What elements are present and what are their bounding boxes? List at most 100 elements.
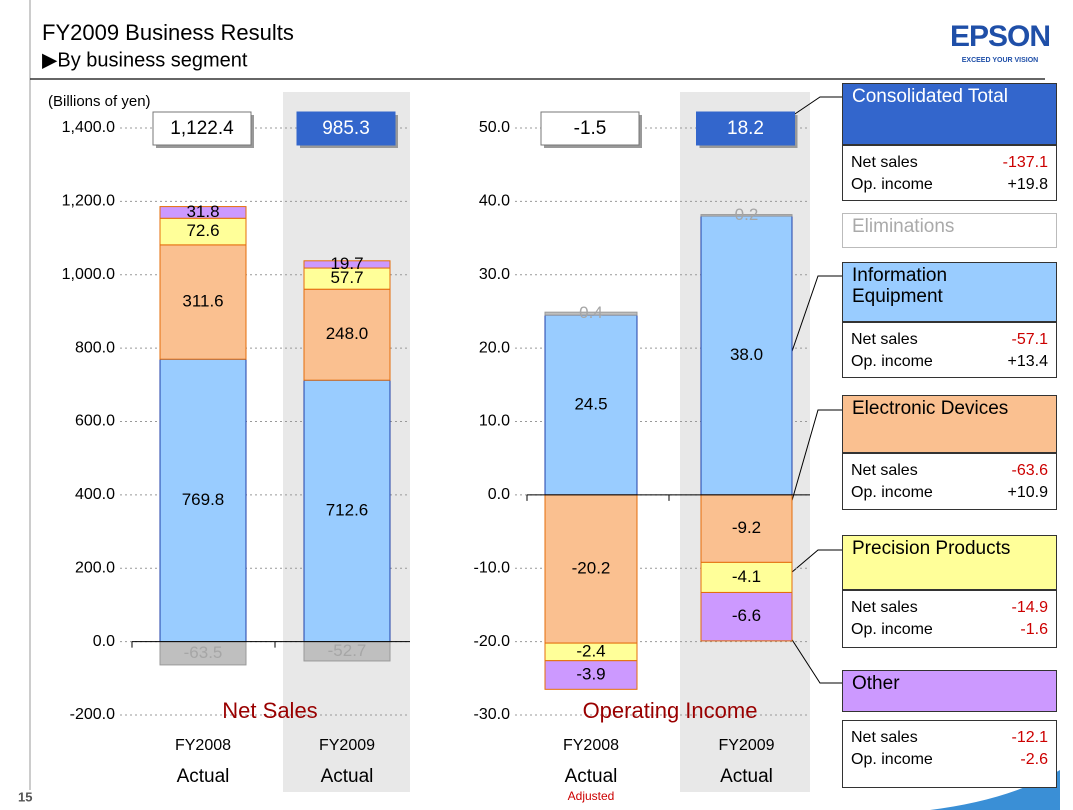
value-label: 31.8 — [186, 202, 219, 221]
x-tick-label: FY2009 — [718, 737, 774, 754]
legend-name: Electronic Devices — [852, 398, 1009, 419]
total-label: 18.2 — [727, 118, 764, 139]
value-label: -4.1 — [732, 567, 761, 586]
summary-value: +13.4 — [1007, 353, 1048, 370]
logo-tagline: EXCEED YOUR VISION — [962, 57, 1039, 64]
x-tick-label: Actual — [177, 766, 230, 787]
bar-segment — [544, 494, 638, 644]
summary-value: -57.1 — [1011, 331, 1048, 348]
summary-label: Net sales — [851, 331, 918, 348]
slide-title: FY2009 Business Results — [42, 20, 294, 45]
summary-row: Op. income +19.8 — [851, 174, 1048, 196]
total-label: 1,122.4 — [170, 118, 234, 139]
x-tick-label: FY2008 — [563, 737, 619, 754]
value-label: 19.7 — [330, 254, 363, 273]
y-tick-label: 0.0 — [488, 486, 510, 503]
legend-name: Other — [852, 673, 900, 694]
y-tick-label: 1,200.0 — [62, 193, 115, 210]
summary-row: Net sales -63.6 — [851, 460, 1048, 482]
summary-label: Net sales — [851, 462, 918, 479]
summary-value: -63.6 — [1011, 462, 1048, 479]
page-number: 15 — [18, 789, 32, 804]
summary-label: Net sales — [851, 729, 918, 746]
summary-label: Op. income — [851, 751, 933, 768]
value-label: 24.5 — [574, 394, 607, 413]
legend-name: Consolidated Total — [852, 86, 1008, 107]
summary-value: -12.1 — [1011, 729, 1048, 746]
legend-summary: Net sales -12.1 Op. income -2.6 — [842, 720, 1057, 788]
legend-header: Precision Products — [842, 535, 1057, 590]
bar-segment — [544, 314, 638, 496]
bar-segment — [303, 379, 391, 643]
bar-segment — [544, 660, 638, 690]
total-box — [296, 111, 396, 146]
y-tick-label: 20.0 — [479, 339, 510, 356]
legend-header: Other — [842, 670, 1057, 712]
value-label: 0.4 — [579, 303, 603, 322]
x-tick-label: Actual — [565, 766, 618, 787]
summary-value: -1.6 — [1020, 621, 1048, 638]
summary-row: Net sales -137.1 — [851, 152, 1048, 174]
y-tick-label: 10.0 — [479, 413, 510, 430]
value-label: -2.4 — [576, 641, 605, 660]
legend-header: Information Equipment — [842, 262, 1057, 322]
value-label: -52.7 — [328, 641, 367, 660]
bar-segment — [159, 217, 247, 246]
bar-segment — [544, 311, 638, 316]
summary-value: +19.8 — [1007, 176, 1048, 193]
value-label: 38.0 — [730, 345, 763, 364]
bar-segment — [159, 358, 247, 643]
chart-title: Operating Income — [583, 698, 758, 723]
value-label: 769.8 — [182, 490, 225, 509]
legend-summary: Net sales -14.9 Op. income -1.6 — [842, 590, 1057, 648]
legend-summary: Net sales -137.1 Op. income +19.8 — [842, 145, 1057, 201]
value-label: -9.2 — [732, 518, 761, 537]
y-tick-label: 400.0 — [75, 486, 115, 503]
summary-value: -137.1 — [1002, 154, 1048, 171]
y-tick-label: 50.0 — [479, 119, 510, 136]
summary-row: Op. income -1.6 — [851, 619, 1048, 641]
y-tick-label: 30.0 — [479, 266, 510, 283]
summary-value: +10.9 — [1007, 484, 1048, 501]
y-tick-label: 600.0 — [75, 413, 115, 430]
chart-title: Net Sales — [222, 698, 317, 723]
summary-row: Net sales -57.1 — [851, 329, 1048, 351]
legend-name: Information Equipment — [852, 265, 948, 307]
bar-segment — [159, 206, 247, 219]
value-label: -6.6 — [732, 606, 761, 625]
summary-row: Op. income -2.6 — [851, 749, 1048, 771]
value-label: 57.7 — [330, 268, 363, 287]
x-tick-label: FY2009 — [319, 737, 375, 754]
value-label: 0.2 — [735, 205, 759, 224]
decor-swoosh — [930, 770, 1060, 810]
total-label: -1.5 — [574, 118, 607, 139]
summary-row: Op. income +13.4 — [851, 351, 1048, 373]
summary-row: Net sales -12.1 — [851, 727, 1048, 749]
x-tick-label: Actual — [321, 766, 374, 787]
summary-label: Net sales — [851, 599, 918, 616]
bar-segment — [700, 214, 793, 217]
y-tick-label: 1,400.0 — [62, 119, 115, 136]
summary-label: Op. income — [851, 484, 933, 501]
value-label: -3.9 — [576, 664, 605, 683]
legend-eliminations: Eliminations — [842, 213, 1057, 248]
logo: EPSON — [950, 20, 1050, 53]
total-box — [696, 111, 795, 146]
connector — [782, 96, 842, 123]
y-tick-label: -30.0 — [474, 706, 511, 723]
bar-segment — [303, 260, 391, 269]
x-tick-label: FY2008 — [175, 737, 231, 754]
summary-label: Op. income — [851, 176, 933, 193]
legend-header: Electronic Devices — [842, 395, 1057, 453]
summary-value: -14.9 — [1011, 599, 1048, 616]
y-axis-label: (Billions of yen) — [48, 93, 151, 110]
y-tick-label: 1,000.0 — [62, 266, 115, 283]
summary-label: Op. income — [851, 353, 933, 370]
legend-header: Consolidated Total — [842, 83, 1057, 145]
value-label: 712.6 — [326, 500, 369, 519]
connector — [784, 409, 842, 526]
value-label: -20.2 — [572, 558, 611, 577]
slide-subtitle: ▶By business segment — [42, 49, 248, 71]
